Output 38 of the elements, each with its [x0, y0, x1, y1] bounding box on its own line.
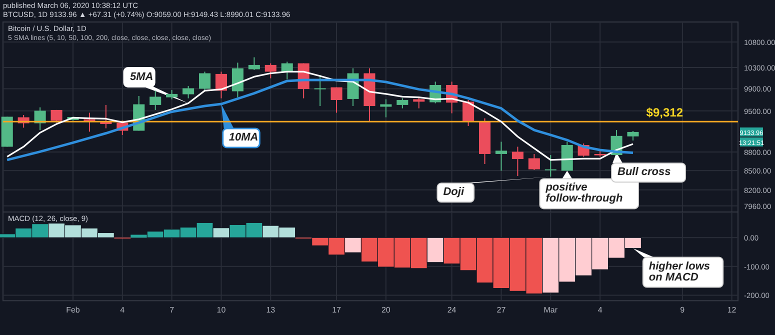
- candlestick: [34, 106, 46, 131]
- ref-line-label: $9,312: [646, 106, 684, 120]
- speech-bubble: 10MA: [221, 104, 260, 148]
- candlestick: [544, 154, 556, 178]
- candlestick: [166, 89, 178, 100]
- x-tick-label: 27: [496, 306, 506, 315]
- candlestick: [264, 62, 276, 79]
- x-tick-label: 9: [680, 306, 686, 315]
- annotation: Bull cross: [618, 166, 671, 178]
- x-tick-label: 24: [447, 306, 457, 315]
- x-tick-label: 13: [266, 306, 276, 315]
- x-tick-label: 17: [332, 306, 342, 315]
- candlestick: [330, 86, 342, 114]
- candlestick: [314, 74, 326, 107]
- x-tick-label: 7: [170, 306, 175, 315]
- candlestick: [528, 153, 540, 171]
- annotation: higher lows on MACD: [648, 260, 710, 284]
- candlestick: [281, 61, 293, 80]
- x-tick-label: 12: [727, 306, 737, 315]
- candlestick: [150, 90, 162, 110]
- x-tick-label: Feb: [66, 306, 80, 315]
- x-tick-label: 4: [120, 306, 126, 315]
- annotation: positive follow-through: [544, 182, 623, 205]
- x-tick-label: Mar: [544, 306, 558, 315]
- candlestick: [512, 146, 524, 176]
- legend-label: 10MA: [228, 132, 258, 144]
- candlestick: [248, 56, 260, 71]
- candlestick: [182, 85, 194, 99]
- candlestick: [232, 62, 244, 98]
- annotation: Doji: [443, 186, 465, 198]
- x-tick-label: 4: [598, 306, 603, 315]
- candlestick: [495, 141, 507, 172]
- candlestick: [627, 130, 639, 141]
- candlestick: [396, 98, 408, 109]
- candlestick: [462, 100, 474, 126]
- x-tick-label: 10: [216, 306, 226, 315]
- x-tick-label: 20: [381, 306, 391, 315]
- candlestick: [199, 71, 211, 90]
